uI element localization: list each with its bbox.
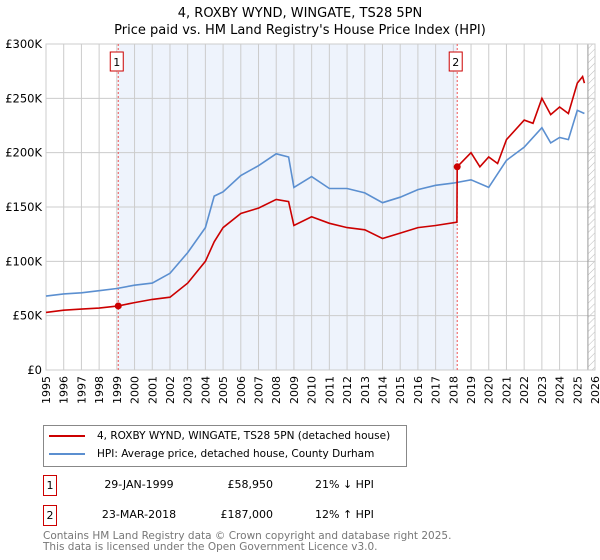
- x-tick-label: 2006: [235, 376, 248, 404]
- transaction-price: £58,950: [227, 478, 274, 491]
- transaction-date: 29-JAN-1999: [104, 478, 174, 491]
- x-tick-label: 2002: [164, 376, 177, 404]
- red-line-swatch: [49, 435, 85, 437]
- x-tick-label: 2013: [359, 376, 372, 404]
- property-price-line: [45, 74, 586, 314]
- plot-frame: [45, 43, 596, 371]
- blue-line-swatch: [49, 453, 85, 455]
- transaction-hpi: 21% ↓ HPI: [315, 478, 374, 491]
- sale-point: [453, 163, 461, 171]
- x-tick-label: 2010: [306, 376, 319, 404]
- y-tick-label: £250K: [5, 91, 42, 105]
- y-tick-label: £50K: [13, 309, 43, 323]
- transaction-row: 1 29-JAN-1999 £58,950 21% ↓ HPI: [43, 475, 443, 496]
- footer-copyright: Contains HM Land Registry data © Crown c…: [43, 530, 452, 542]
- legend-item-hpi: HPI: Average price, detached house, Coun…: [49, 448, 374, 460]
- x-tick-label: 1997: [75, 376, 88, 404]
- transaction-date: 23-MAR-2018: [101, 508, 177, 521]
- x-tick-label: 2012: [341, 376, 354, 404]
- x-tick-label: 2022: [518, 376, 531, 404]
- x-tick-label: 2014: [376, 376, 389, 404]
- legend: 4, ROXBY WYND, WINGATE, TS28 5PN (detach…: [43, 425, 407, 467]
- x-tick-label: 2019: [465, 376, 478, 404]
- x-tick-label: 1998: [93, 376, 106, 404]
- x-tick-label: 2018: [447, 376, 460, 404]
- hpi-line: [45, 109, 585, 297]
- x-tick-label: 2011: [323, 376, 336, 404]
- y-tick-label: £150K: [5, 200, 42, 214]
- footer: Contains HM Land Registry data © Crown c…: [43, 531, 451, 553]
- sale-badge-label: 2: [452, 56, 459, 69]
- title-line-2: Price paid vs. HM Land Registry's House …: [114, 23, 486, 38]
- y-tick-label: £200K: [5, 146, 42, 160]
- x-tick-label: 2025: [571, 376, 584, 404]
- transaction-row: 2 23-MAR-2018 £187,000 12% ↑ HPI: [43, 505, 443, 526]
- sale-badge: [448, 51, 463, 72]
- transaction-hpi: 12% ↑ HPI: [315, 508, 374, 521]
- x-tick-label: 2017: [430, 376, 443, 404]
- title-line-1: 4, ROXBY WYND, WINGATE, TS28 5PN: [177, 6, 423, 21]
- x-tick-label: 1996: [58, 376, 71, 404]
- legend-label-property: 4, ROXBY WYND, WINGATE, TS28 5PN (detach…: [97, 430, 391, 442]
- x-tick-label: 1995: [40, 376, 53, 404]
- x-tick-label: 2023: [536, 376, 549, 404]
- y-tick-label: £300K: [5, 37, 42, 51]
- x-tick-label: 2009: [288, 376, 301, 404]
- price-chart: 1995 1996 1997 1998 1999 2000 2001 2002 2003 2004…: [5, 37, 600, 404]
- y-tick-label: £0: [27, 363, 42, 377]
- transaction-badge: 2: [43, 505, 57, 526]
- x-tick-label: 2001: [146, 376, 159, 404]
- footer-licence: This data is licensed under the Open Gov…: [43, 541, 378, 553]
- transaction-price: £187,000: [220, 508, 274, 521]
- sale-point: [114, 302, 122, 310]
- x-tick-label: 2008: [270, 376, 283, 404]
- chart-title: 4, ROXBY WYND, WINGATE, TS28 5PN Price p…: [0, 5, 600, 39]
- x-tick-label: 2020: [483, 376, 496, 404]
- x-tick-label: 2016: [412, 376, 425, 404]
- x-tick-label: 2005: [217, 376, 230, 404]
- legend-item-property: 4, ROXBY WYND, WINGATE, TS28 5PN (detach…: [49, 430, 390, 442]
- x-tick-label: 2021: [500, 376, 513, 404]
- x-tick-label: 2026: [589, 376, 600, 404]
- x-tick-label: 2015: [394, 376, 407, 404]
- x-tick-label: 2003: [182, 376, 195, 404]
- x-tick-label: 2004: [199, 376, 212, 404]
- x-tick-label: 2000: [129, 376, 142, 404]
- sale-badge-label: 1: [113, 56, 120, 69]
- x-tick-label: 2024: [554, 376, 567, 404]
- x-tick-label: 1999: [111, 376, 124, 404]
- legend-label-hpi: HPI: Average price, detached house, Coun…: [97, 448, 375, 460]
- y-tick-label: £100K: [5, 254, 42, 268]
- transaction-badge: 1: [43, 475, 57, 496]
- sale-badge: [109, 51, 124, 72]
- x-tick-label: 2007: [253, 376, 266, 404]
